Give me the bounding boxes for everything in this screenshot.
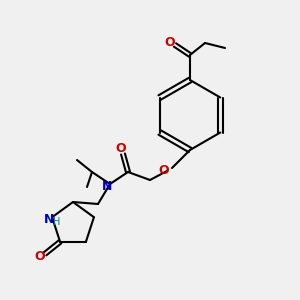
Text: H: H xyxy=(53,217,61,227)
Text: N: N xyxy=(44,213,54,226)
Text: O: O xyxy=(165,35,175,49)
Text: O: O xyxy=(116,142,126,154)
Text: O: O xyxy=(159,164,169,176)
Text: O: O xyxy=(35,250,45,263)
Text: N: N xyxy=(102,179,112,193)
